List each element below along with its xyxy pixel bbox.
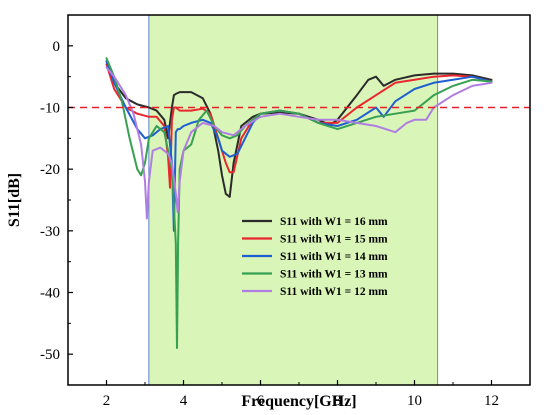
legend-label: S11 with W1 = 13 mm [280, 269, 388, 281]
x-tick-label: 8 [334, 393, 342, 409]
legend-label: S11 with W1 = 16 mm [280, 216, 388, 228]
y-tick-label: -30 [40, 224, 60, 240]
y-tick-label: -50 [40, 347, 60, 363]
series-line-w1-13mm [105, 57, 493, 349]
y-axis-label: S11[dB] [6, 173, 23, 227]
series-line-w1-12mm [105, 66, 493, 220]
y-tick-label: 0 [53, 39, 61, 55]
y-tick-label: -10 [40, 101, 60, 117]
legend-label: S11 with W1 = 12 mm [280, 286, 388, 298]
series-layer [105, 57, 493, 349]
y-tick-label: -20 [40, 162, 60, 178]
x-tick-label: 12 [484, 393, 499, 409]
x-tick-label: 2 [103, 393, 111, 409]
x-tick-label: 10 [407, 393, 422, 409]
x-tick-label: 6 [257, 393, 265, 409]
x-tick-label: 4 [180, 393, 188, 409]
x-axis-label: Frequency[GHz] [241, 393, 356, 410]
legend: S11 with W1 = 16 mm S11 with W1 = 15 mm S1… [242, 216, 388, 298]
y-tick-label: -40 [40, 286, 60, 302]
legend-label: S11 with W1 = 15 mm [280, 234, 388, 246]
ticks-layer: 2 4 6 8 10 12 0 -10 -20 -30 -40 -50 [40, 14, 499, 409]
legend-label: S11 with W1 = 14 mm [280, 251, 388, 263]
frequency-band-highlight [148, 15, 438, 385]
